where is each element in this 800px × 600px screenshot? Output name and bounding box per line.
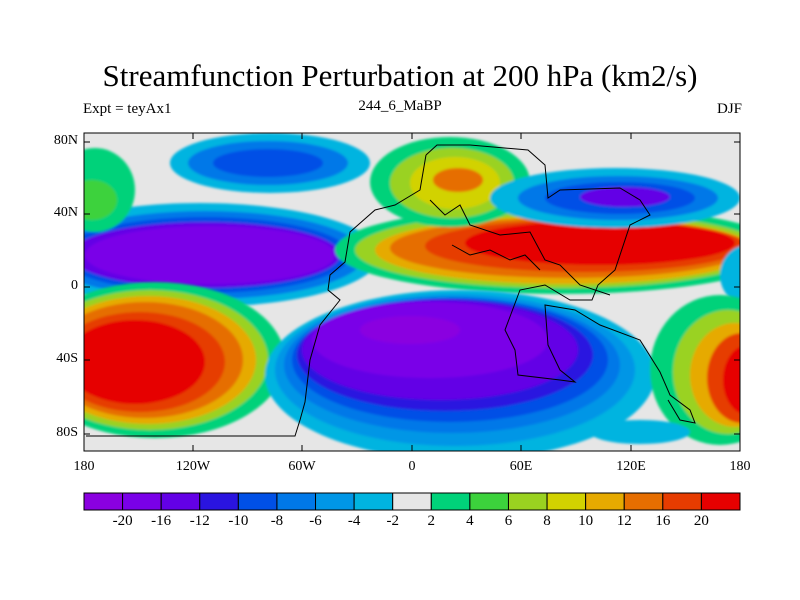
colorbar-label: -12: [189, 513, 210, 529]
x-tick-label: 120E: [616, 459, 646, 474]
colorbar-swatch: [237, 492, 278, 511]
colorbar-swatch: [160, 492, 201, 511]
colorbar-label: -10: [228, 513, 249, 529]
y-tick-label: 0: [71, 278, 78, 293]
x-tick-label: 120W: [175, 459, 211, 474]
contour-band-south: [84, 282, 740, 451]
colorbar-label: -6: [309, 513, 322, 529]
colorbar-swatch: [392, 492, 432, 511]
colorbar-swatch: [585, 492, 625, 511]
x-tick-label: 60E: [509, 459, 533, 474]
colorbar-swatch: [315, 492, 355, 511]
colorbar-label: 4: [466, 513, 474, 529]
colorbar-label: -2: [386, 513, 399, 529]
colorbar-swatch: [662, 492, 702, 511]
colorbar-swatch: [507, 492, 548, 511]
colorbar-label: -20: [112, 513, 133, 529]
colorbar-label: 2: [427, 513, 436, 529]
coastline-outlines: [86, 144, 696, 437]
colorbar-swatch: [276, 492, 317, 511]
colorbar-label: 6: [504, 513, 513, 529]
y-tick-label: 80N: [53, 133, 78, 148]
colorbar-label: -8: [270, 513, 284, 529]
chart-title: Streamfunction Perturbation at 200 hPa (…: [102, 58, 698, 93]
y-tick-label: 40N: [53, 205, 78, 220]
colorbar-label: 16: [655, 513, 671, 529]
colorbar-swatch: [623, 492, 664, 511]
axis-ticks: [84, 133, 740, 451]
colorbar-swatch: [122, 492, 162, 511]
colorbar-swatch: [546, 492, 587, 511]
colorbar-swatch: [469, 492, 509, 511]
colorbar-swatch: [430, 492, 471, 511]
left-subtitle: Expt = teyAx1: [83, 101, 172, 117]
y-tick-label: 40S: [56, 351, 78, 366]
colorbar-swatch: [83, 492, 124, 511]
y-tick-label: 80S: [56, 425, 78, 440]
colorbar-label: 20: [693, 513, 709, 529]
x-tick-label: 180: [729, 459, 751, 474]
colorbar-swatch: [353, 492, 394, 511]
colorbar-label: -4: [347, 513, 361, 529]
center-subtitle: 244_6_MaBP: [358, 98, 442, 114]
colorbar-label: -16: [151, 513, 172, 529]
x-tick-label: 60W: [288, 459, 316, 474]
colorbar-swatch: [199, 492, 239, 511]
colorbar-label: 10: [578, 513, 594, 529]
x-tick-label: 0: [408, 459, 416, 474]
colorbar: [83, 492, 741, 511]
right-subtitle: DJF: [716, 101, 742, 117]
colorbar-swatch: [700, 492, 741, 511]
x-tick-label: 180: [73, 459, 95, 474]
contour-band-north: [84, 133, 740, 307]
colorbar-label: 12: [616, 513, 632, 529]
streamfunction-field: [84, 133, 740, 451]
colorbar-label: 8: [543, 513, 551, 529]
